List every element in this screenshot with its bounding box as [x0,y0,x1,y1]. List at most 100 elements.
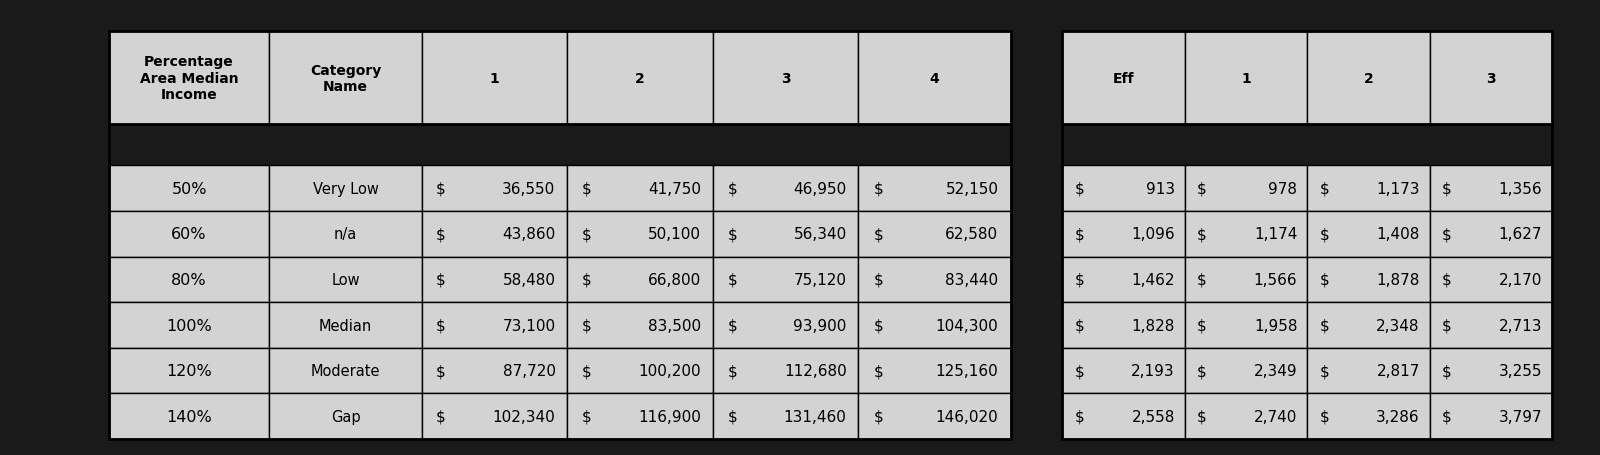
Text: $: $ [437,318,446,333]
Bar [269,394,422,439]
Text: Low: Low [331,273,360,287]
Text: 3: 3 [1486,71,1496,86]
Bar [1429,257,1552,303]
Text: $: $ [728,273,738,287]
Text: 112,680: 112,680 [784,364,846,378]
Bar [1062,32,1552,439]
Text: 1,566: 1,566 [1254,273,1298,287]
Text: 2,817: 2,817 [1376,364,1419,378]
Text: 43,860: 43,860 [502,227,555,242]
Text: 100,200: 100,200 [638,364,701,378]
Text: $: $ [1320,364,1330,378]
Bar [422,166,566,212]
Text: $: $ [874,273,883,287]
Bar [109,303,269,348]
Bar [1062,303,1184,348]
Text: 2,713: 2,713 [1499,318,1542,333]
Bar [858,348,1011,394]
Bar [1184,257,1307,303]
Bar [109,394,269,439]
Text: 978: 978 [1269,182,1298,196]
Text: $: $ [437,182,446,196]
Text: $: $ [1442,409,1451,424]
Text: 36,550: 36,550 [502,182,555,196]
Text: 125,160: 125,160 [936,364,998,378]
Text: 83,500: 83,500 [648,318,701,333]
Text: $: $ [582,273,592,287]
Text: 100%: 100% [166,318,211,333]
Bar [1184,303,1307,348]
Text: 2,348: 2,348 [1376,318,1419,333]
Text: $: $ [1075,273,1085,287]
Bar [422,212,566,257]
Text: 3: 3 [781,71,790,86]
Text: $: $ [582,409,592,424]
Text: Eff: Eff [1112,71,1134,86]
Bar [1184,394,1307,439]
Bar [858,303,1011,348]
Text: Moderate: Moderate [310,364,381,378]
Text: 104,300: 104,300 [936,318,998,333]
Text: 2,740: 2,740 [1254,409,1298,424]
Text: $: $ [728,364,738,378]
Text: $: $ [728,409,738,424]
Bar [109,32,1011,439]
Text: 2,170: 2,170 [1499,273,1542,287]
Text: 1,173: 1,173 [1376,182,1419,196]
Bar [1429,303,1552,348]
Text: 2,349: 2,349 [1254,364,1298,378]
Text: 58,480: 58,480 [502,273,555,287]
Bar [712,257,858,303]
Bar [1429,348,1552,394]
Bar [269,32,422,125]
Text: 140%: 140% [166,409,211,424]
Text: $: $ [728,182,738,196]
Text: 2,193: 2,193 [1131,364,1174,378]
Text: $: $ [1320,273,1330,287]
Bar [422,303,566,348]
Bar [712,212,858,257]
Text: $: $ [582,318,592,333]
Text: $: $ [874,182,883,196]
Text: n/a: n/a [334,227,357,242]
Text: Gap: Gap [331,409,360,424]
Text: $: $ [728,227,738,242]
Text: 41,750: 41,750 [648,182,701,196]
Bar [1062,348,1184,394]
Bar [566,166,712,212]
Bar [858,32,1011,125]
Text: 1,096: 1,096 [1131,227,1174,242]
Text: 120%: 120% [166,364,211,378]
Bar [269,303,422,348]
Bar [1307,394,1429,439]
Bar [269,257,422,303]
Bar [566,348,712,394]
Text: 73,100: 73,100 [502,318,555,333]
Text: 1,627: 1,627 [1499,227,1542,242]
Bar [858,166,1011,212]
Text: $: $ [874,227,883,242]
Text: $: $ [1075,182,1085,196]
Text: 93,900: 93,900 [794,318,846,333]
Text: $: $ [1442,364,1451,378]
Text: 1,408: 1,408 [1376,227,1419,242]
Bar [566,32,712,125]
Bar [422,257,566,303]
Text: 60%: 60% [171,227,206,242]
Bar [1062,212,1184,257]
Bar [712,348,858,394]
Text: 1,878: 1,878 [1376,273,1419,287]
Bar [1429,32,1552,125]
Text: $: $ [1197,273,1206,287]
Bar [1184,348,1307,394]
Bar [109,257,269,303]
Bar [566,303,712,348]
Text: 116,900: 116,900 [638,409,701,424]
Text: $: $ [1442,182,1451,196]
Bar [109,166,269,212]
Text: 80%: 80% [171,273,206,287]
Bar [858,394,1011,439]
Text: $: $ [1197,364,1206,378]
Text: 1,958: 1,958 [1254,318,1298,333]
Bar [712,166,858,212]
